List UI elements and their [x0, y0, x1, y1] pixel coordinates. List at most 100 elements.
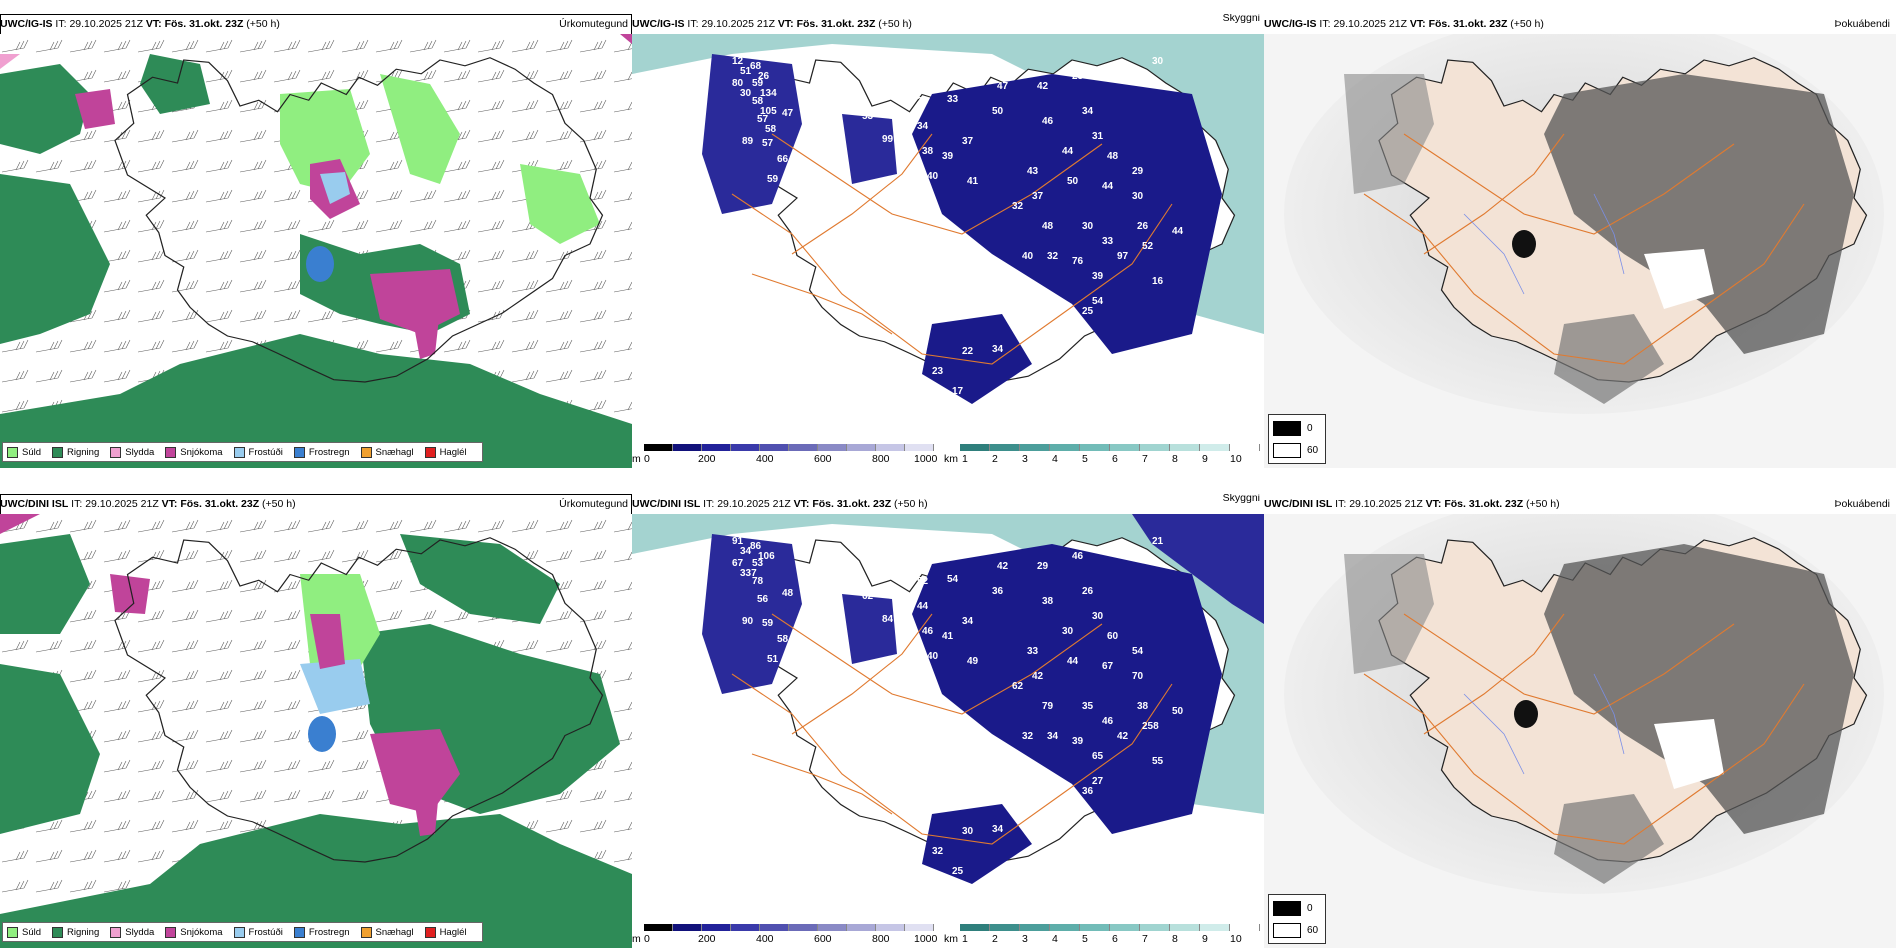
legend-item: Súld — [7, 446, 41, 458]
fog-legend-label: 0 — [1307, 423, 1313, 434]
colorbar-tick: 6 — [1112, 933, 1118, 945]
legend-swatch — [7, 446, 18, 458]
visibility-value-label: 46 — [1042, 116, 1054, 127]
visibility-value-label: 106 — [758, 551, 775, 562]
legend-item: Slydda — [110, 446, 155, 458]
colorbar-tick: 3 — [1022, 453, 1028, 465]
visibility-value-label: 60 — [792, 186, 804, 197]
visibility-value-label: 58 — [752, 96, 764, 107]
fog-panel-row1: UWC/IG-IS IT: 29.10.2025 21Z VT: Fös. 31… — [1264, 14, 1900, 468]
visibility-value-label: 67 — [732, 558, 744, 569]
visibility-value-label: 59 — [762, 618, 774, 629]
height-colorbar: m 0 200 400 600 800 1000 — [632, 924, 942, 945]
legend-item: Frostregn — [293, 446, 350, 458]
visibility-value-label: 54 — [947, 574, 959, 585]
visibility-value-label: 30 — [1062, 626, 1074, 637]
colorbar-tick: 0 — [644, 453, 650, 465]
panel-header: UWC/IG-IS IT: 29.10.2025 21Z VT: Fös. 31… — [1264, 14, 1900, 34]
vis-colorbar-strip — [960, 444, 1260, 451]
visibility-value-label: 134 — [760, 88, 777, 99]
it-label: IT: — [55, 18, 67, 30]
legend-label: Slydda — [125, 446, 155, 458]
visibility-value-label: 44 — [712, 724, 724, 735]
fog-legend-row: 60 — [1273, 923, 1318, 938]
colorbar-tick: 0 — [644, 933, 650, 945]
legend-label: Rigning — [67, 446, 100, 458]
visibility-value-label: 86 — [750, 541, 762, 552]
it-label: IT: — [687, 18, 699, 30]
legend-swatch — [52, 446, 64, 458]
colorbar-tick: 400 — [756, 453, 774, 465]
colorbar-unit: m — [632, 453, 641, 465]
visibility-value-label: 70 — [1132, 671, 1144, 682]
legend-item: Frostregn — [293, 926, 350, 938]
colorbar-tick: 8 — [1172, 933, 1178, 945]
model-name: UWC/DINI ISL — [0, 498, 69, 510]
visibility-value-label: 62 — [1012, 681, 1024, 692]
vt-label: VT: — [793, 498, 810, 510]
fog-panel-row2: UWC/DINI ISL IT: 29.10.2025 21Z VT: Fös.… — [1264, 494, 1900, 948]
visibility-value-label: 21 — [1152, 536, 1164, 547]
visibility-value-label: 97 — [1117, 251, 1129, 262]
visibility-value-label: 53 — [862, 111, 874, 122]
visibility-value-label: 35 — [1082, 701, 1094, 712]
vis-colorbar: km 1 2 3 4 5 6 7 8 9 10 — [944, 444, 1264, 465]
visibility-value-label: 53 — [752, 558, 764, 569]
panel-title: Úrkomutegund — [559, 18, 628, 30]
legend-label: Snæhagl — [375, 926, 414, 938]
visibility-value-label: 52 — [1027, 776, 1039, 787]
colorbar-tick: 2 — [992, 453, 998, 465]
visibility-value-label: 79 — [1042, 701, 1054, 712]
legend-item: Frostúði — [233, 926, 283, 938]
visibility-value-label: 30 — [1082, 221, 1094, 232]
colorbar-tick: 1 — [962, 453, 968, 465]
visibility-value-label: 32 — [932, 846, 944, 857]
vt-value: Fös. 31.okt. 23Z — [180, 498, 260, 510]
height-colorbar-strip — [644, 924, 934, 931]
legend-item: Snjókoma — [165, 446, 223, 458]
lead-time: (+50 h) — [246, 18, 280, 30]
legend-swatch — [110, 446, 122, 458]
visibility-value-label: 57 — [762, 138, 774, 149]
it-value: 29.10.2025 21Z — [701, 18, 775, 30]
colorbar-tick: 5 — [1082, 933, 1088, 945]
legend-item: Rigning — [52, 926, 99, 938]
legend-swatch — [110, 926, 122, 938]
visibility-value-label: 30 — [962, 826, 974, 837]
visibility-value-label: 47 — [997, 81, 1009, 92]
visibility-value-label: 52 — [1142, 241, 1154, 252]
legend-swatch — [360, 926, 372, 938]
visibility-value-label: 54 — [1132, 646, 1144, 657]
visibility-value-label: 23 — [932, 366, 944, 377]
colorbar-tick: 8 — [1172, 453, 1178, 465]
visibility-value-label: 37 — [962, 136, 974, 147]
legend-item: Rigning — [52, 446, 100, 458]
visibility-panel-row1: UWC/IG-IS IT: 29.10.2025 21Z VT: Fös. 31… — [632, 14, 1264, 468]
visibility-value-label: 34 — [962, 616, 974, 627]
panel-title: Þokuábendi — [1834, 18, 1890, 30]
visibility-value-label: 12 — [732, 56, 744, 67]
visibility-value-label: 90 — [742, 616, 754, 627]
visibility-value-label: 34 — [992, 344, 1004, 355]
legend-item: Haglél — [424, 926, 467, 938]
it-value: 29.10.2025 21Z — [85, 498, 159, 510]
it-label: IT: — [71, 498, 83, 510]
lead-time: (+50 h) — [894, 498, 928, 510]
visibility-value-label: 78 — [752, 576, 764, 587]
visibility-value-label: 25 — [1082, 306, 1094, 317]
vis-colorbar-strip — [960, 924, 1260, 931]
fog-legend-row: 60 — [1273, 443, 1318, 458]
vt-value: Fös. 31.okt. 23Z — [1428, 18, 1508, 30]
visibility-value-label: 27 — [1027, 296, 1039, 307]
it-label: IT: — [1319, 18, 1331, 30]
fog-legend: 0 60 — [1268, 414, 1326, 464]
visibility-value-label: 55 — [1152, 756, 1164, 767]
visibility-value-label: 44 — [1172, 226, 1184, 237]
visibility-panel-row2: UWC/DINI ISL IT: 29.10.2025 21Z VT: Fös.… — [632, 494, 1264, 948]
legend-label: Slydda — [125, 926, 155, 938]
legend-item: Slydda — [110, 926, 155, 938]
visibility-value-label: 258 — [1142, 721, 1159, 732]
it-label: IT: — [703, 498, 715, 510]
fog-legend-row: 0 — [1273, 901, 1313, 916]
visibility-value-label: 30 — [740, 88, 752, 99]
